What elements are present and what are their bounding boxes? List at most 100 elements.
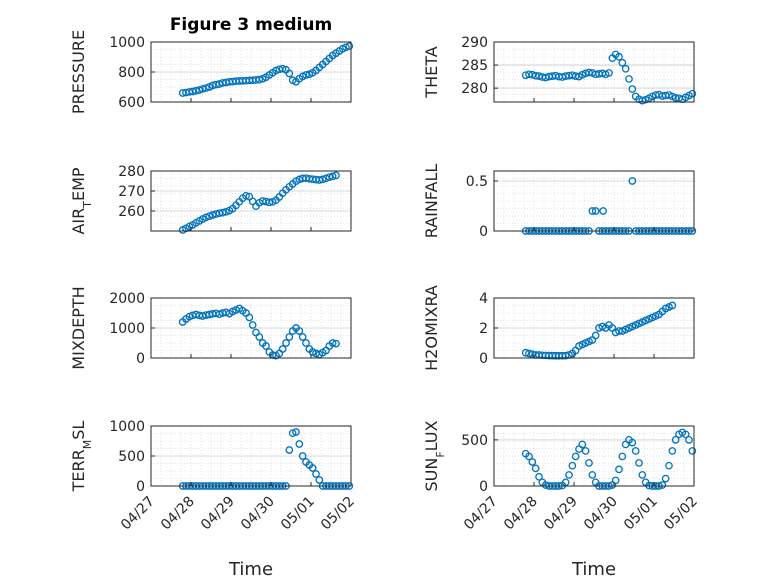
y-tick-label: 2000 — [109, 291, 145, 307]
x-tick-label: 05/01 — [621, 494, 661, 534]
y-tick-label: 0 — [136, 351, 145, 367]
y-tick-label: 800 — [118, 65, 145, 81]
x-tick-label: 04/29 — [541, 494, 581, 534]
data-point — [295, 440, 304, 448]
data-point — [185, 312, 194, 321]
data-point — [248, 321, 257, 329]
data-point — [245, 313, 254, 322]
data-point — [285, 333, 294, 341]
series — [178, 304, 340, 360]
data-point — [531, 464, 540, 473]
data-point — [681, 430, 690, 439]
data-point — [665, 461, 673, 470]
data-point — [332, 171, 340, 180]
data-point — [298, 333, 307, 341]
axes-box — [493, 41, 695, 103]
y-tick-label: 500 — [461, 433, 488, 449]
data-point — [588, 207, 597, 215]
y-tick-label: 600 — [118, 95, 145, 111]
x-tick-label: 04/30 — [581, 494, 621, 534]
y-tick-label: 280 — [118, 164, 145, 180]
y-tick-label: 260 — [118, 204, 145, 220]
data-point — [565, 471, 573, 479]
data-point — [218, 208, 227, 217]
series — [521, 301, 677, 360]
data-point — [588, 471, 597, 479]
pressure-axes: 600 800 1000 PRESSURE — [69, 30, 354, 114]
data-point — [215, 310, 224, 319]
data-point — [328, 339, 337, 347]
sun-flux-axes: 0 500 04/27 04/28 04/29 04/30 05/01 05/02 SUNFLU… — [422, 420, 701, 533]
data-point — [308, 464, 317, 472]
x-axis-label-right: Time — [571, 559, 616, 580]
data-point — [198, 85, 207, 93]
data-point — [332, 339, 340, 348]
axes-box — [493, 170, 695, 232]
series — [178, 171, 340, 234]
data-point — [195, 86, 204, 94]
axes-box — [493, 425, 695, 487]
y-tick-label: 4 — [479, 291, 488, 307]
x-axis-label-left: Time — [228, 559, 273, 580]
mixdepth-axes: 0 1000 2000 MIXDEPTH — [69, 286, 352, 370]
data-point — [668, 447, 677, 455]
x-tick-label: 04/27 — [461, 494, 501, 534]
data-point — [615, 52, 623, 61]
data-point — [585, 68, 593, 77]
figure-title: Figure 3 medium — [170, 15, 332, 35]
y-axis-label: AIRTEMP — [69, 167, 94, 234]
data-point — [688, 447, 697, 455]
theta-axes: 280 285 290 THETA — [422, 35, 697, 105]
data-point — [568, 461, 577, 470]
y-axis-label: H2OMIXRA — [422, 285, 441, 371]
x-tick-label: 04/27 — [118, 494, 158, 534]
y-tick-label: 0 — [479, 479, 488, 495]
series — [178, 42, 354, 97]
x-tick-label: 04/30 — [238, 494, 278, 534]
data-point — [535, 472, 543, 481]
rainfall-axes: 0 0.5 RAINFALL — [422, 164, 697, 240]
data-point — [585, 459, 593, 467]
y-tick-label: 0 — [479, 224, 488, 240]
data-point — [278, 345, 287, 353]
y-axis-label: RAINFALL — [422, 164, 441, 239]
data-point — [325, 173, 334, 182]
y-tick-label: 290 — [461, 35, 488, 51]
grid — [151, 41, 351, 103]
series — [521, 50, 697, 105]
y-tick-label: 280 — [461, 81, 488, 97]
data-point — [255, 75, 264, 84]
data-point — [685, 435, 693, 444]
y-tick-label: 1000 — [109, 35, 145, 51]
data-point — [262, 342, 270, 350]
grid — [151, 170, 351, 231]
x-tick-label: 05/02 — [318, 494, 358, 534]
data-point — [628, 85, 637, 93]
data-point — [591, 207, 600, 215]
y-tick-label: 2 — [479, 321, 488, 337]
data-point — [618, 58, 627, 67]
y-tick-label: 500 — [118, 449, 145, 465]
y-axis-label: THETA — [422, 46, 441, 98]
y-tick-label: 0 — [136, 479, 145, 495]
y-axis-label: TERRMSL — [69, 421, 94, 493]
y-tick-label: 270 — [118, 184, 145, 200]
data-point — [628, 177, 637, 185]
data-point — [561, 351, 570, 360]
data-point — [571, 452, 580, 461]
data-point — [625, 75, 633, 83]
x-tick-label: 05/02 — [661, 494, 701, 534]
data-point — [288, 429, 297, 438]
data-point — [202, 84, 210, 92]
data-point — [222, 207, 230, 216]
grid — [494, 171, 694, 232]
data-point — [285, 446, 294, 454]
data-point — [528, 458, 537, 466]
data-point — [192, 86, 200, 95]
data-point — [295, 327, 304, 335]
data-point — [272, 66, 280, 75]
data-point — [611, 476, 620, 485]
data-point — [315, 476, 324, 484]
data-point — [638, 471, 647, 479]
